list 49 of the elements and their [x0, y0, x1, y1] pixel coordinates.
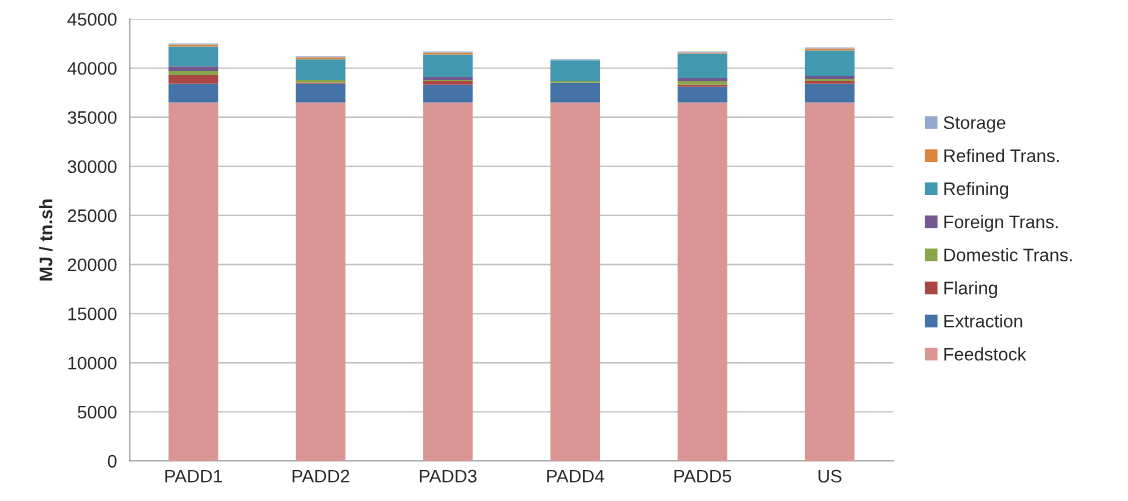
- y-tick-label: 30000: [67, 160, 117, 174]
- bar: [423, 84, 473, 103]
- bar: [677, 86, 728, 103]
- y-tick-label: 0: [107, 454, 117, 468]
- bar: [677, 80, 728, 85]
- y-tick-label: 15000: [68, 307, 117, 321]
- bar: [804, 83, 855, 103]
- bar: [168, 75, 219, 84]
- bar: [168, 83, 219, 103]
- bar: [804, 102, 855, 461]
- x-tick-label: PADD4: [547, 469, 605, 483]
- bar: [295, 83, 346, 103]
- y-tick-label: 45000: [67, 12, 117, 26]
- y-tick-label: 10000: [68, 356, 117, 370]
- legend-label: Domestic Trans.: [944, 248, 1072, 262]
- legend-label: Storage: [943, 116, 1006, 133]
- y-tick-label: 40000: [67, 62, 117, 75]
- bar: [168, 66, 219, 72]
- legend-label: Extraction: [944, 314, 1023, 328]
- bar: [423, 80, 473, 85]
- legend-label: Feedstock: [944, 347, 1027, 361]
- bar: [168, 71, 219, 76]
- bar: [677, 102, 728, 461]
- y-tick-label: 20000: [67, 258, 117, 272]
- x-tick-label: PADD3: [419, 469, 477, 483]
- bar: [804, 50, 855, 76]
- x-tick-label: US: [818, 469, 842, 483]
- x-tick-label: PADD1: [165, 469, 222, 483]
- bar: [677, 77, 728, 81]
- legend-label: Flaring: [944, 281, 997, 299]
- y-tick-label: 5000: [77, 405, 117, 419]
- y-axis-title: MJ / tn.sh: [39, 199, 53, 281]
- legend-label: Foreign Trans.: [944, 215, 1058, 232]
- bar: [168, 102, 219, 461]
- bar: [423, 54, 473, 77]
- bar: [677, 53, 728, 78]
- bar: [550, 60, 600, 81]
- bar: [295, 59, 346, 80]
- x-tick-label: PADD2: [292, 469, 350, 483]
- bar: [423, 102, 473, 461]
- bar: [550, 102, 600, 461]
- legend-label: Refined Trans.: [944, 148, 1059, 163]
- legend-label: Refining: [944, 181, 1009, 199]
- y-tick-label: 25000: [67, 209, 117, 223]
- y-tick-label: 35000: [67, 111, 117, 124]
- x-tick-label: PADD5: [674, 469, 732, 483]
- bar: [295, 102, 346, 461]
- bar: [550, 82, 600, 103]
- bar: [168, 46, 219, 67]
